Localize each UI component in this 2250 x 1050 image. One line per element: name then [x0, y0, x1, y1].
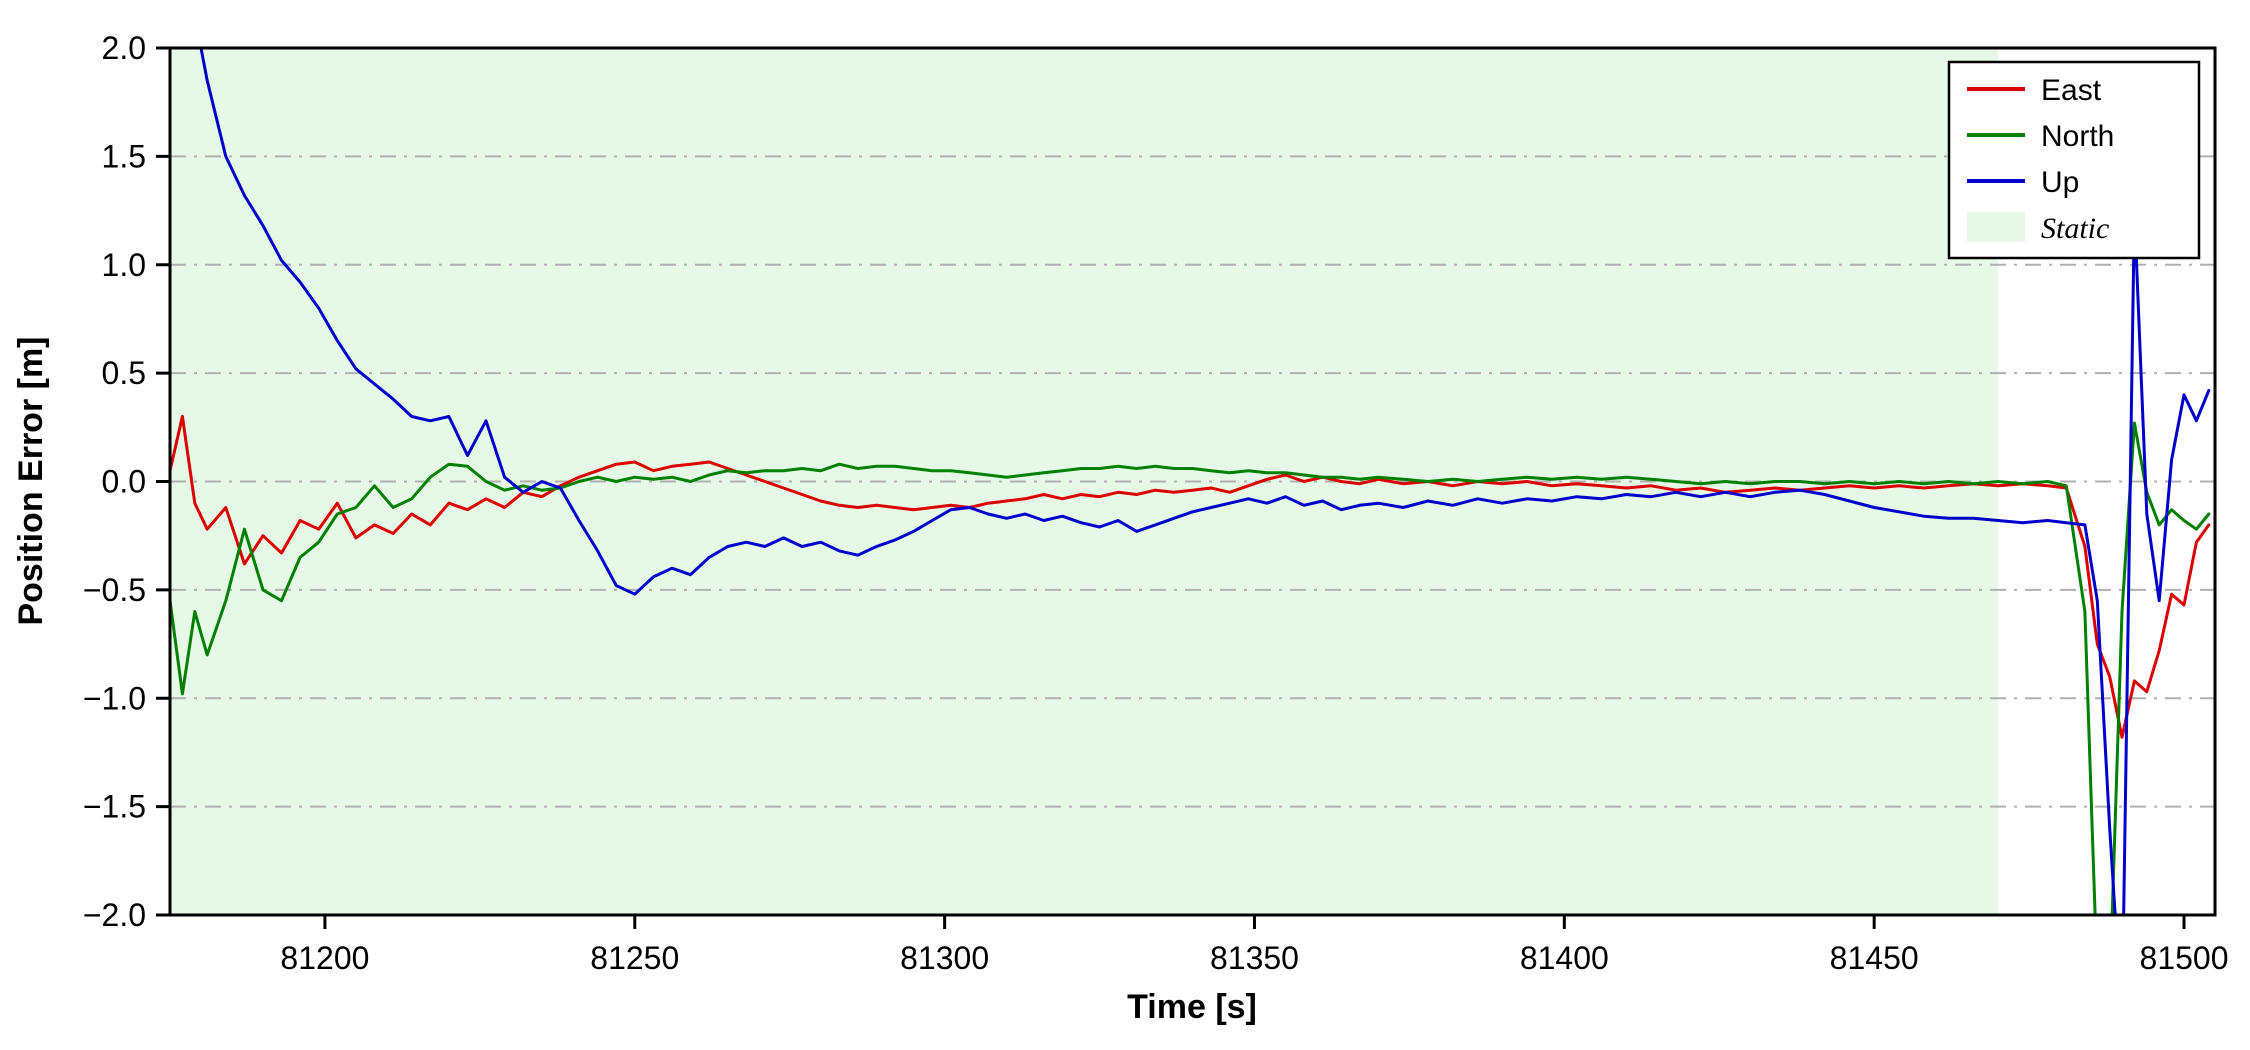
y-tick-label: 0.0 [102, 464, 146, 500]
y-tick-label: 2.0 [102, 30, 146, 66]
series-north [170, 421, 2211, 915]
y-tick-label: 0.5 [102, 355, 146, 391]
y-tick-label: −2.0 [83, 897, 146, 933]
y-tick-label: 1.0 [102, 247, 146, 283]
y-tick-label: −1.0 [83, 680, 146, 716]
x-tick-label: 81250 [590, 940, 679, 976]
x-tick-label: 81350 [1210, 940, 1299, 976]
legend: East North Up Static [1947, 60, 2201, 260]
x-axis-label: Time [s] [1127, 988, 1257, 1026]
legend-swatch-static-icon [1967, 212, 2025, 242]
series-east [170, 415, 2211, 739]
x-tick-label: 81400 [1520, 940, 1609, 976]
y-tick-label: −1.5 [83, 789, 146, 825]
series-up [199, 48, 2211, 915]
legend-label-static: Static [2041, 212, 2109, 245]
x-tick-label: 81450 [1830, 940, 1919, 976]
y-tick-label: 1.5 [102, 138, 146, 174]
chart-layers: 81200 81250 81300 81350 81400 81450 81500 −2.0 −… [83, 30, 2229, 976]
y-tick-label: −0.5 [83, 572, 146, 608]
x-tick-label: 81300 [900, 940, 989, 976]
y-axis-label: Position Error [m] [12, 336, 50, 625]
x-tick-label: 81200 [280, 940, 369, 976]
legend-label-up: Up [2041, 166, 2079, 199]
x-tick-label: 81500 [2140, 940, 2229, 976]
legend-label-north: North [2041, 120, 2114, 153]
legend-label-east: East [2041, 74, 2102, 107]
